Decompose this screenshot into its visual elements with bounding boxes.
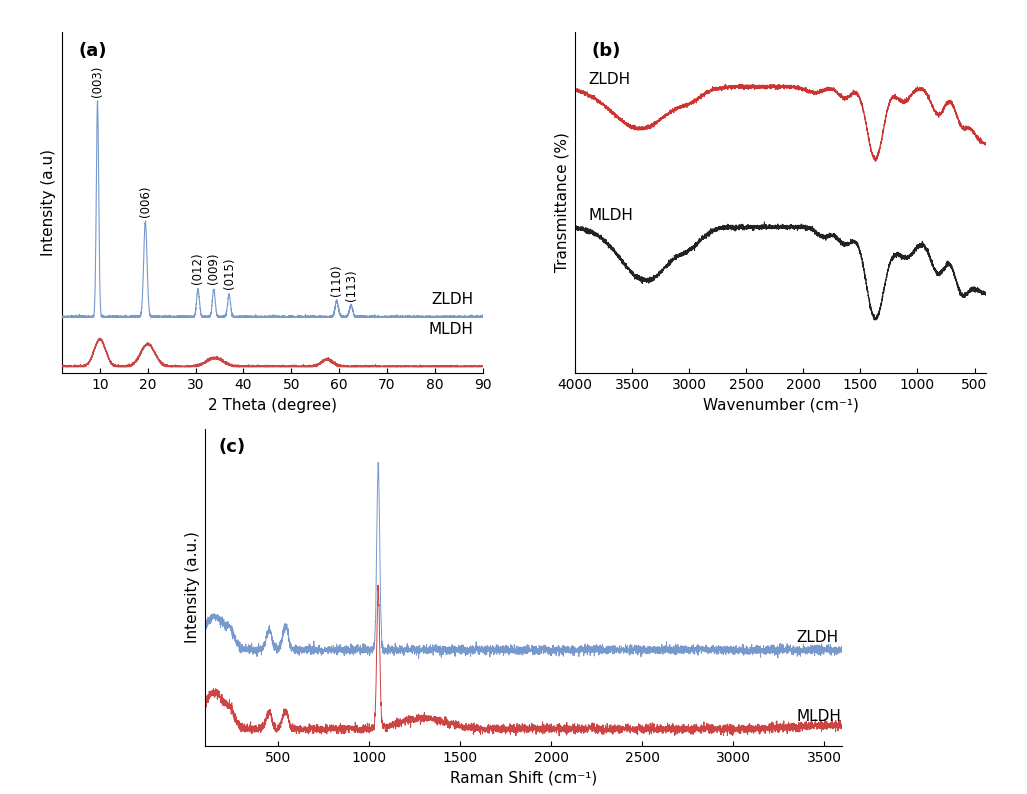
Text: (110): (110) bbox=[331, 264, 343, 296]
Y-axis label: Transmittance (%): Transmittance (%) bbox=[555, 133, 570, 272]
Text: MLDH: MLDH bbox=[797, 709, 841, 724]
Text: ZLDH: ZLDH bbox=[588, 71, 631, 87]
Text: (113): (113) bbox=[345, 269, 357, 301]
X-axis label: Raman Shift (cm⁻¹): Raman Shift (cm⁻¹) bbox=[450, 771, 598, 786]
X-axis label: Wavenumber (cm⁻¹): Wavenumber (cm⁻¹) bbox=[702, 398, 859, 413]
Text: (015): (015) bbox=[223, 258, 235, 289]
Text: (c): (c) bbox=[218, 438, 245, 457]
Y-axis label: Intensity (a.u.): Intensity (a.u.) bbox=[185, 532, 200, 643]
Text: MLDH: MLDH bbox=[588, 208, 634, 223]
Text: ZLDH: ZLDH bbox=[431, 292, 473, 307]
Text: MLDH: MLDH bbox=[428, 322, 473, 337]
Text: (009): (009) bbox=[207, 252, 220, 284]
X-axis label: 2 Theta (degree): 2 Theta (degree) bbox=[207, 398, 337, 413]
Text: (006): (006) bbox=[139, 185, 152, 217]
Text: (a): (a) bbox=[78, 42, 107, 60]
Text: ZLDH: ZLDH bbox=[797, 630, 839, 645]
Text: (003): (003) bbox=[91, 65, 104, 97]
Text: (012): (012) bbox=[191, 252, 204, 283]
Text: (b): (b) bbox=[592, 42, 621, 60]
Y-axis label: Intensity (a.u): Intensity (a.u) bbox=[41, 149, 56, 256]
